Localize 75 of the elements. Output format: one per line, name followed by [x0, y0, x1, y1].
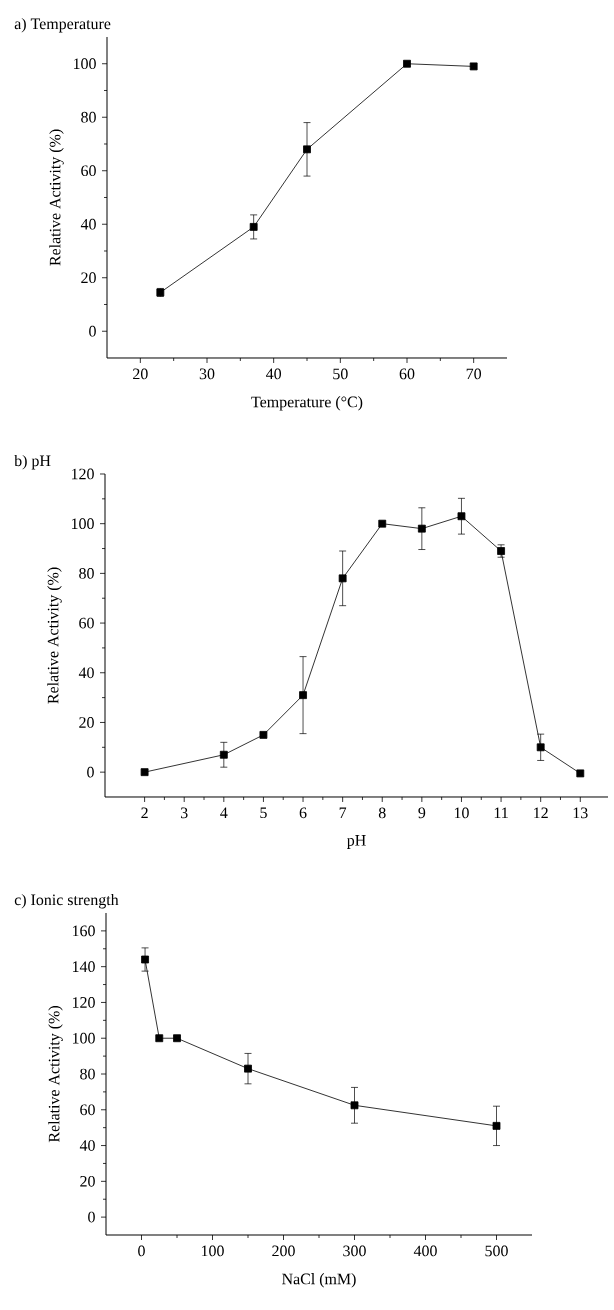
y-tick-label: 60: [79, 617, 94, 629]
chart-title: a) Temperature: [14, 17, 111, 33]
y-tick-label: 60: [81, 165, 96, 177]
y-tick-label: 20: [79, 717, 94, 728]
x-tick-label: 40: [266, 368, 282, 380]
y-axis-title: Relative Activity (%): [49, 129, 64, 266]
point: [457, 512, 466, 521]
x-tick-label: 400: [413, 1245, 437, 1257]
x-axis-title: NaCl (mM): [282, 1273, 356, 1288]
x-tick-label: 60: [399, 368, 415, 380]
x-tick-label: 2: [141, 807, 148, 819]
y-tick-label: 80: [79, 568, 94, 579]
x-tick-label: 50: [333, 368, 348, 380]
y-tick-label: 120: [71, 468, 94, 480]
x-tick-label: 9: [418, 807, 426, 819]
point: [173, 1034, 181, 1043]
y-tick-label: 40: [79, 1140, 95, 1151]
point: [576, 769, 585, 778]
y-tick-label: 160: [72, 925, 95, 937]
y-tick-label: 80: [81, 111, 96, 123]
point: [403, 59, 411, 68]
point: [155, 1034, 164, 1043]
x-tick-label: 3: [180, 807, 188, 819]
point: [219, 750, 228, 759]
y-tick-label: 60: [80, 1104, 95, 1116]
chart-title: b) pH: [14, 454, 51, 470]
x-tick-label: 5: [260, 807, 267, 819]
x-tick-label: 10: [454, 807, 469, 819]
x-tick-label: 13: [573, 807, 588, 819]
point: [536, 743, 545, 752]
y-tick-label: 20: [81, 272, 96, 284]
x-tick-label: 30: [199, 368, 215, 380]
y-tick-label: 80: [80, 1068, 95, 1080]
x-tick-label: 8: [378, 807, 386, 819]
x-tick-label: 300: [343, 1245, 366, 1257]
y-tick-label: 40: [80, 218, 96, 230]
point: [338, 574, 347, 583]
y-tick-label: 100: [73, 58, 96, 70]
y-tick-label: 140: [72, 961, 95, 973]
point: [469, 62, 478, 71]
y-tick-label: 100: [72, 1032, 95, 1044]
x-tick-label: 0: [138, 1245, 145, 1257]
y-tick-label: 120: [72, 997, 95, 1008]
x-tick-label: 20: [133, 368, 148, 380]
point: [249, 223, 258, 231]
x-axis-title: pH: [347, 835, 366, 849]
y-tick-label: 100: [71, 518, 94, 530]
chart-title: c) Ionic strength: [14, 893, 119, 909]
x-tick-label: 4: [220, 807, 228, 818]
x-tick-label: 7: [339, 807, 347, 818]
x-tick-label: 70: [466, 368, 482, 380]
point: [378, 519, 387, 528]
point: [244, 1064, 252, 1073]
x-tick-label: 12: [534, 807, 548, 819]
point: [140, 768, 149, 777]
point: [259, 730, 268, 739]
point: [492, 1121, 501, 1130]
x-tick-label: 500: [485, 1245, 508, 1257]
point: [350, 1101, 359, 1110]
point: [303, 145, 311, 154]
point: [417, 524, 426, 533]
point: [141, 955, 149, 964]
y-tick-label: 40: [78, 667, 94, 679]
point: [299, 691, 307, 700]
y-tick-label: 0: [88, 1211, 95, 1223]
y-axis-title: Relative Activity (%): [48, 1006, 63, 1143]
x-tick-label: 6: [299, 807, 307, 819]
x-tick-label: 200: [272, 1245, 295, 1257]
x-tick-label: 100: [201, 1245, 224, 1257]
y-tick-label: 0: [87, 766, 94, 778]
x-tick-label: 11: [494, 807, 508, 819]
y-axis-title: Relative Activity (%): [47, 567, 62, 704]
x-axis-title: Temperature (°C): [251, 396, 363, 411]
y-tick-label: 0: [89, 325, 96, 337]
y-tick-label: 20: [80, 1175, 95, 1187]
